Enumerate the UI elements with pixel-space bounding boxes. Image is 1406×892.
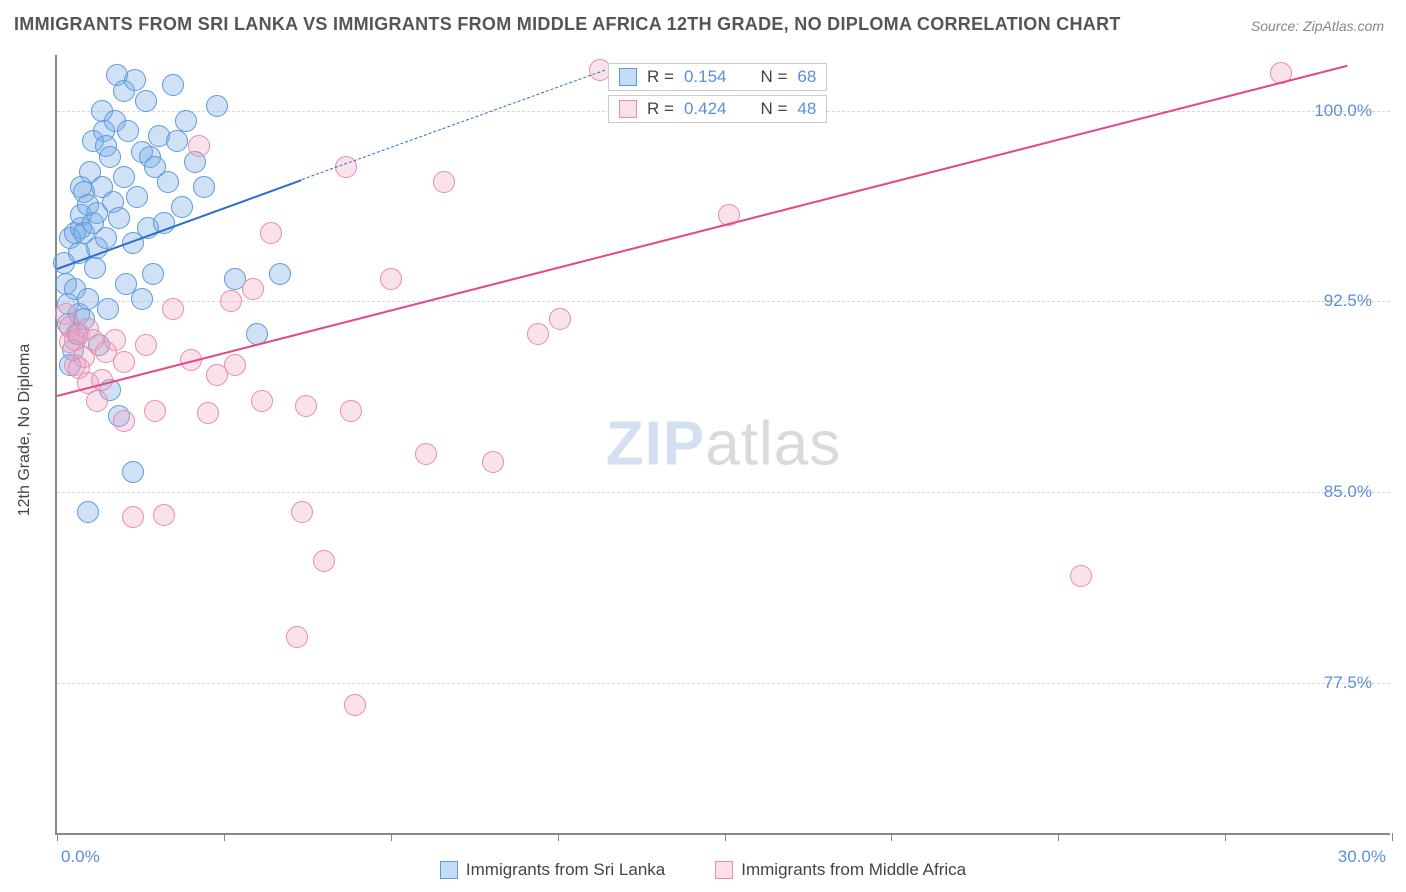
r-value: 0.424 bbox=[684, 99, 727, 119]
data-point bbox=[549, 308, 571, 330]
legend-swatch bbox=[619, 68, 637, 86]
y-tick-label: 92.5% bbox=[1324, 291, 1372, 311]
legend-item-sri-lanka: Immigrants from Sri Lanka bbox=[440, 860, 665, 880]
data-point bbox=[124, 69, 146, 91]
data-point bbox=[153, 504, 175, 526]
data-point bbox=[220, 290, 242, 312]
data-point bbox=[122, 506, 144, 528]
data-point bbox=[291, 501, 313, 523]
data-point bbox=[260, 222, 282, 244]
data-point bbox=[242, 278, 264, 300]
data-point bbox=[251, 390, 273, 412]
n-value: 48 bbox=[797, 99, 816, 119]
watermark: ZIPatlas bbox=[606, 409, 841, 480]
data-point bbox=[482, 451, 504, 473]
legend-label-middle-africa: Immigrants from Middle Africa bbox=[741, 860, 966, 880]
data-point bbox=[126, 186, 148, 208]
data-point bbox=[224, 354, 246, 376]
data-point bbox=[193, 176, 215, 198]
r-value: 0.154 bbox=[684, 67, 727, 87]
data-point bbox=[527, 323, 549, 345]
data-point bbox=[131, 288, 153, 310]
n-label: N = bbox=[760, 67, 787, 87]
data-point bbox=[97, 298, 119, 320]
source-label: Source: ZipAtlas.com bbox=[1251, 18, 1384, 34]
legend-item-middle-africa: Immigrants from Middle Africa bbox=[715, 860, 966, 880]
data-point bbox=[380, 268, 402, 290]
y-tick-label: 77.5% bbox=[1324, 673, 1372, 693]
data-point bbox=[104, 329, 126, 351]
data-point bbox=[77, 288, 99, 310]
x-tick bbox=[224, 833, 225, 841]
data-point bbox=[157, 171, 179, 193]
x-tick bbox=[558, 833, 559, 841]
legend-swatch-middle-africa bbox=[715, 861, 733, 879]
data-point bbox=[166, 130, 188, 152]
data-point bbox=[91, 369, 113, 391]
x-tick bbox=[1392, 833, 1393, 841]
x-tick bbox=[891, 833, 892, 841]
legend-label-sri-lanka: Immigrants from Sri Lanka bbox=[466, 860, 665, 880]
data-point bbox=[415, 443, 437, 465]
data-point bbox=[142, 263, 164, 285]
watermark-atlas: atlas bbox=[705, 410, 841, 479]
r-label: R = bbox=[647, 67, 674, 87]
correlation-legend: R = 0.424 N = 48 bbox=[608, 95, 827, 123]
data-point bbox=[206, 95, 228, 117]
data-point bbox=[269, 263, 291, 285]
x-tick bbox=[1225, 833, 1226, 841]
x-tick bbox=[1058, 833, 1059, 841]
data-point bbox=[1070, 565, 1092, 587]
data-point bbox=[135, 90, 157, 112]
n-label: N = bbox=[760, 99, 787, 119]
n-value: 68 bbox=[797, 67, 816, 87]
data-point bbox=[99, 146, 121, 168]
data-point bbox=[340, 400, 362, 422]
data-point bbox=[95, 227, 117, 249]
chart-title: IMMIGRANTS FROM SRI LANKA VS IMMIGRANTS … bbox=[14, 14, 1121, 35]
data-point bbox=[122, 461, 144, 483]
gridline bbox=[57, 301, 1390, 302]
plot-area: ZIPatlas 0.0% 30.0% 77.5%85.0%92.5%100.0… bbox=[55, 55, 1390, 835]
data-point bbox=[84, 257, 106, 279]
data-point bbox=[86, 390, 108, 412]
y-tick-label: 100.0% bbox=[1314, 101, 1372, 121]
gridline bbox=[57, 492, 1390, 493]
data-point bbox=[171, 196, 193, 218]
x-tick bbox=[391, 833, 392, 841]
y-axis-title: 12th Grade, No Diploma bbox=[16, 344, 34, 517]
data-point bbox=[113, 166, 135, 188]
correlation-legend: R = 0.154 N = 68 bbox=[608, 63, 827, 91]
r-label: R = bbox=[647, 99, 674, 119]
gridline bbox=[57, 683, 1390, 684]
x-tick bbox=[725, 833, 726, 841]
data-point bbox=[117, 120, 139, 142]
data-point bbox=[433, 171, 455, 193]
data-point bbox=[162, 74, 184, 96]
data-point bbox=[77, 501, 99, 523]
watermark-zip: ZIP bbox=[606, 410, 705, 479]
legend-swatch-sri-lanka bbox=[440, 861, 458, 879]
x-tick bbox=[57, 833, 58, 841]
data-point bbox=[344, 694, 366, 716]
data-point bbox=[113, 410, 135, 432]
data-point bbox=[144, 400, 166, 422]
data-point bbox=[162, 298, 184, 320]
data-point bbox=[175, 110, 197, 132]
data-point bbox=[108, 207, 130, 229]
data-point bbox=[313, 550, 335, 572]
data-point bbox=[113, 351, 135, 373]
data-point bbox=[197, 402, 219, 424]
data-point bbox=[295, 395, 317, 417]
data-point bbox=[135, 334, 157, 356]
bottom-legend: Immigrants from Sri Lanka Immigrants fro… bbox=[0, 860, 1406, 880]
legend-swatch bbox=[619, 100, 637, 118]
data-point bbox=[188, 135, 210, 157]
data-point bbox=[286, 626, 308, 648]
y-tick-label: 85.0% bbox=[1324, 482, 1372, 502]
